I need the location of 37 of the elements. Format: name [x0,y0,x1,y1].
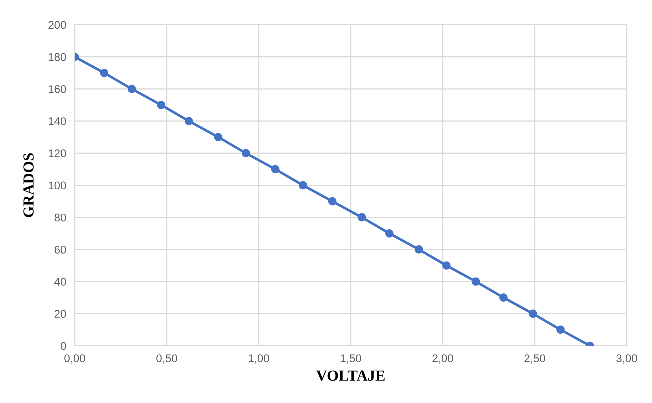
point [414,246,424,254]
y-axis-title: GRADOS [24,153,34,218]
point [385,229,394,238]
point [128,85,136,94]
y-tick-label: 120 [48,150,66,158]
point [298,181,308,190]
x-tick-label: 2,00 [432,354,454,364]
y-tick-label: 160 [48,85,66,94]
point [271,165,280,174]
point [556,326,565,334]
point [242,149,250,158]
y-tick-label: 0 [60,342,66,350]
point [500,294,508,302]
y-tick-label: 80 [54,214,66,222]
x-tick-label: 0,00 [64,354,86,364]
point [157,101,166,110]
y-tick-label: 140 [48,118,66,126]
x-tick-label: 2,50 [524,354,546,364]
x-axis-title: VOLTAJE [316,370,385,382]
point [214,133,223,142]
point [184,117,194,126]
y-tick-label: 40 [54,278,66,286]
y-tick-label: 20 [54,310,66,318]
x-tick-label: 1,00 [249,354,270,364]
point [328,197,337,206]
y-tick-label: 100 [48,182,66,190]
x-tick-label: 1,50 [341,354,362,364]
y-tick-label: 60 [54,246,66,254]
y-tick-label: 200 [48,21,66,30]
point [100,68,109,78]
point [528,310,538,318]
x-tick-label: 3,00 [616,354,638,364]
point [472,278,480,286]
point [442,262,451,270]
x-tick-label: 0,50 [156,354,178,364]
point [358,213,366,222]
y-tick-label: 180 [48,53,66,62]
